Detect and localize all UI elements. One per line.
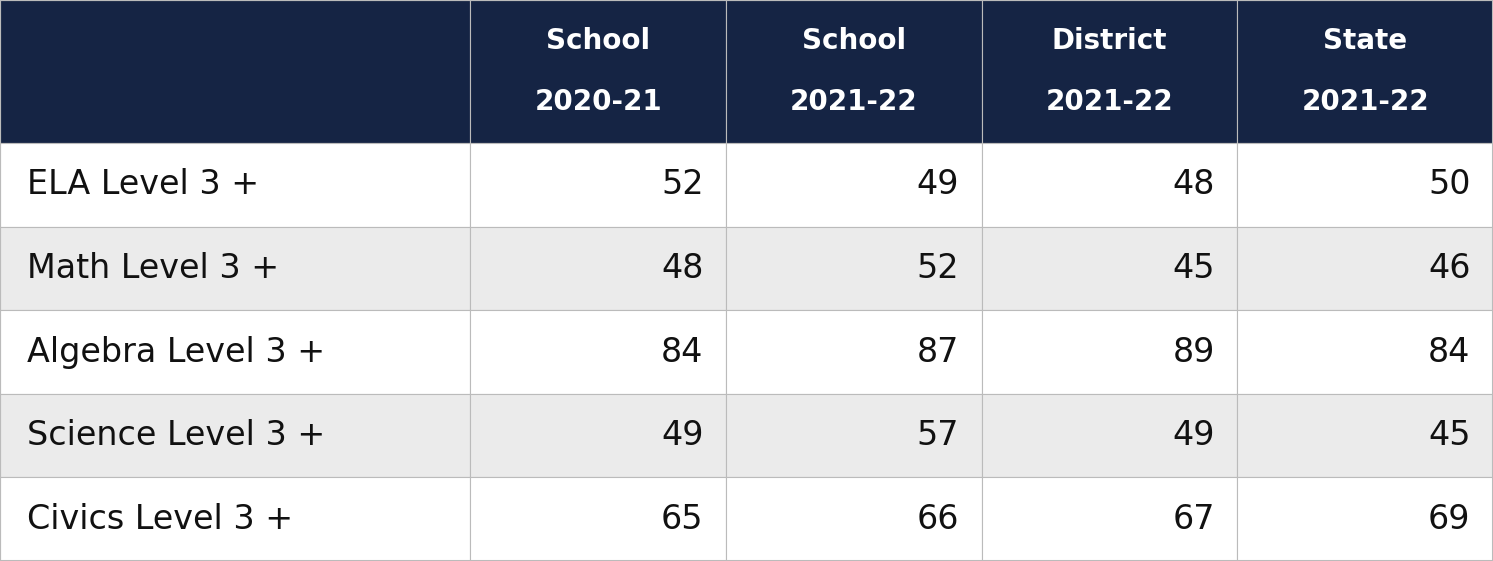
Text: 48: 48 xyxy=(661,252,703,285)
Text: Math Level 3 +: Math Level 3 + xyxy=(27,252,279,285)
Bar xyxy=(470,394,726,477)
Bar xyxy=(0,394,470,477)
Bar xyxy=(726,143,982,227)
Text: 65: 65 xyxy=(661,503,703,536)
Text: Science Level 3 +: Science Level 3 + xyxy=(27,419,325,452)
Text: 2021-22: 2021-22 xyxy=(1045,89,1173,116)
Bar xyxy=(470,477,726,561)
Text: School: School xyxy=(546,27,649,54)
Text: 84: 84 xyxy=(1429,335,1471,369)
Text: 66: 66 xyxy=(917,503,959,536)
Bar xyxy=(1238,0,1493,143)
Text: State: State xyxy=(1323,27,1408,54)
Bar xyxy=(470,143,726,227)
Text: 49: 49 xyxy=(661,419,703,452)
Bar xyxy=(726,227,982,310)
Bar xyxy=(0,310,470,394)
Bar xyxy=(0,227,470,310)
Text: District: District xyxy=(1051,27,1168,54)
Bar xyxy=(470,0,726,143)
Bar xyxy=(1238,394,1493,477)
Bar xyxy=(0,0,470,143)
Bar xyxy=(726,310,982,394)
Bar xyxy=(726,0,982,143)
Text: 57: 57 xyxy=(917,419,959,452)
Bar xyxy=(982,394,1238,477)
Text: 52: 52 xyxy=(917,252,959,285)
Text: 45: 45 xyxy=(1429,419,1471,452)
Text: ELA Level 3 +: ELA Level 3 + xyxy=(27,168,258,201)
Text: 2020-21: 2020-21 xyxy=(534,89,661,116)
Text: Civics Level 3 +: Civics Level 3 + xyxy=(27,503,293,536)
Text: 49: 49 xyxy=(1172,419,1215,452)
Text: 50: 50 xyxy=(1429,168,1471,201)
Bar xyxy=(1238,477,1493,561)
Text: 2021-22: 2021-22 xyxy=(1302,89,1429,116)
Bar xyxy=(982,0,1238,143)
Bar xyxy=(726,477,982,561)
Text: School: School xyxy=(802,27,906,54)
Bar xyxy=(470,310,726,394)
Bar xyxy=(982,143,1238,227)
Text: 87: 87 xyxy=(917,335,959,369)
Text: 67: 67 xyxy=(1172,503,1215,536)
Text: 84: 84 xyxy=(661,335,703,369)
Bar xyxy=(0,143,470,227)
Bar xyxy=(470,227,726,310)
Bar xyxy=(982,310,1238,394)
Text: 49: 49 xyxy=(917,168,959,201)
Text: 45: 45 xyxy=(1172,252,1215,285)
Bar xyxy=(0,477,470,561)
Bar xyxy=(726,394,982,477)
Text: 46: 46 xyxy=(1429,252,1471,285)
Text: 89: 89 xyxy=(1172,335,1215,369)
Text: 48: 48 xyxy=(1172,168,1215,201)
Bar xyxy=(1238,143,1493,227)
Text: Algebra Level 3 +: Algebra Level 3 + xyxy=(27,335,325,369)
Text: 69: 69 xyxy=(1429,503,1471,536)
Text: 52: 52 xyxy=(661,168,703,201)
Bar xyxy=(982,227,1238,310)
Bar xyxy=(1238,310,1493,394)
Bar xyxy=(982,477,1238,561)
Text: 2021-22: 2021-22 xyxy=(790,89,918,116)
Bar xyxy=(1238,227,1493,310)
